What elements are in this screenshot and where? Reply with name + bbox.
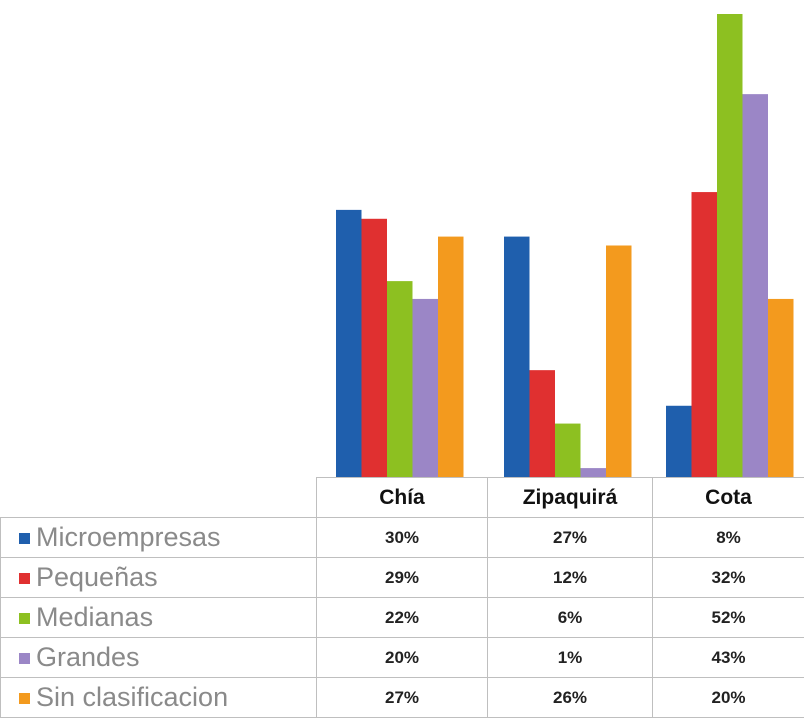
- bar-4-1: [413, 299, 439, 477]
- legend-medianas: Medianas: [1, 598, 317, 638]
- bar-3-1: [387, 281, 413, 477]
- legend-microempresas: Microempresas: [1, 518, 317, 558]
- bar-5-1: [438, 237, 464, 477]
- table-cell: 27%: [317, 678, 488, 718]
- legend-label: Sin clasificacion: [36, 682, 228, 712]
- legend-label: Medianas: [36, 602, 153, 632]
- category-header-cota: Cota: [653, 478, 804, 518]
- legend-swatch-sin-clasificacion: [19, 693, 30, 704]
- table-row: Grandes 20% 1% 43%: [1, 638, 804, 678]
- bar-3-2: [555, 424, 581, 477]
- bar-1-2: [504, 237, 530, 477]
- legend-swatch-microempresas: [19, 533, 30, 544]
- legend-sin-clasificacion: Sin clasificacion: [1, 678, 317, 718]
- bar-1-3: [666, 406, 692, 477]
- bar-4-2: [581, 468, 607, 477]
- data-table: Chía Zipaquirá Cota Microempresas 30% 27…: [0, 477, 804, 718]
- bar-5-3: [768, 299, 794, 477]
- table-cell: 32%: [653, 558, 804, 598]
- table-header-row: Chía Zipaquirá Cota: [1, 478, 804, 518]
- legend-label: Grandes: [36, 642, 140, 672]
- table-cell: 20%: [317, 638, 488, 678]
- bar-2-3: [692, 192, 718, 477]
- table-corner: [1, 478, 317, 518]
- table-cell: 1%: [488, 638, 653, 678]
- legend-swatch-pequenas: [19, 573, 30, 584]
- table-row: Pequeñas 29% 12% 32%: [1, 558, 804, 598]
- table-cell: 30%: [317, 518, 488, 558]
- table-row: Medianas 22% 6% 52%: [1, 598, 804, 638]
- legend-grandes: Grandes: [1, 638, 317, 678]
- table-cell: 43%: [653, 638, 804, 678]
- table-row: Sin clasificacion 27% 26% 20%: [1, 678, 804, 718]
- table-cell: 8%: [653, 518, 804, 558]
- table-cell: 29%: [317, 558, 488, 598]
- table-cell: 26%: [488, 678, 653, 718]
- legend-swatch-medianas: [19, 613, 30, 624]
- table-cell: 12%: [488, 558, 653, 598]
- table-row: Microempresas 30% 27% 8%: [1, 518, 804, 558]
- legend-swatch-grandes: [19, 653, 30, 664]
- table-cell: 52%: [653, 598, 804, 638]
- bar-chart: [0, 0, 804, 477]
- legend-pequenas: Pequeñas: [1, 558, 317, 598]
- bar-1-1: [336, 210, 362, 477]
- legend-label: Pequeñas: [36, 562, 158, 592]
- table-cell: 22%: [317, 598, 488, 638]
- table-cell: 27%: [488, 518, 653, 558]
- category-header-zipaquira: Zipaquirá: [488, 478, 653, 518]
- bar-2-2: [530, 370, 556, 477]
- table-cell: 6%: [488, 598, 653, 638]
- table-cell: 20%: [653, 678, 804, 718]
- bar-2-1: [362, 219, 388, 477]
- bar-4-3: [743, 94, 769, 477]
- category-header-chia: Chía: [317, 478, 488, 518]
- legend-label: Microempresas: [36, 522, 221, 552]
- bar-5-2: [606, 246, 632, 478]
- bar-3-3: [717, 14, 743, 477]
